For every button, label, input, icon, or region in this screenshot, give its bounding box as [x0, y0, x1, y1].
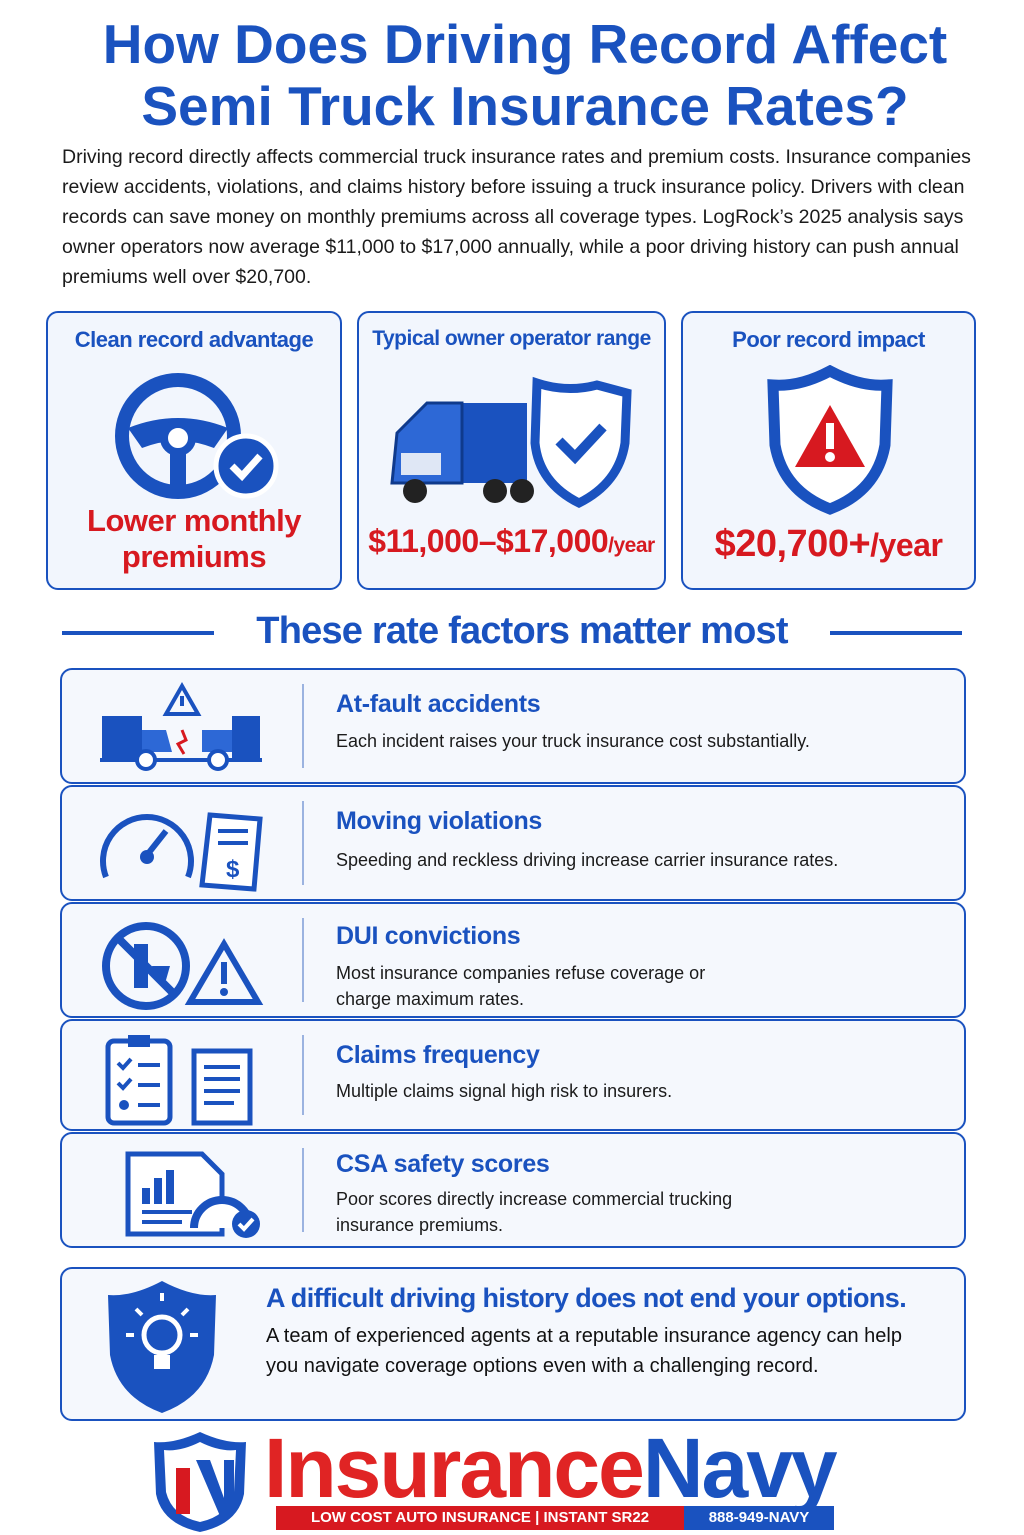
card-label: Poor record impact — [732, 327, 925, 352]
card: Poor record impact $20,700+/year — [681, 311, 976, 590]
unit: /year — [870, 527, 943, 563]
tagline-left: LOW COST AUTO INSURANCE — [310, 1509, 531, 1526]
intro: Driving record directly affects commerci… — [62, 146, 971, 288]
divider — [302, 684, 304, 768]
card-value: Lower monthly — [87, 503, 301, 538]
rule — [830, 631, 962, 635]
claims-icon — [105, 1035, 253, 1126]
factor-text: Poor scores directly increase commercial… — [336, 1189, 733, 1235]
title-line: How Does Driving Record Affect — [102, 13, 948, 75]
csa-icon — [125, 1151, 260, 1238]
tagline: LOW COST AUTO INSURANCE | INSTANT SR22 — [276, 1506, 684, 1530]
card-label: Clean record advantage — [74, 327, 314, 352]
unit: /year — [608, 534, 655, 557]
factor-row: DUI convictions Most insurance companies… — [60, 902, 966, 1018]
logo-shield — [154, 1432, 246, 1532]
card: Typical owner operator range $11,000–$17… — [357, 311, 666, 590]
dui-icon — [102, 922, 264, 1010]
divider — [302, 918, 304, 1002]
factor-text: Multiple claims signal high risk to insu… — [336, 1081, 673, 1101]
factor-title: Claims frequency — [336, 1041, 540, 1069]
factor-title: At-fault accidents — [336, 690, 541, 718]
tagline-right: INSTANT SR22 — [543, 1509, 650, 1526]
rule — [62, 631, 214, 635]
truck-shield-icon — [390, 376, 632, 509]
steering-icon — [115, 373, 279, 499]
factor-row: Claims frequency Multiple claims signal … — [60, 1019, 966, 1131]
phone: 888-949-NAVY — [684, 1506, 834, 1530]
callout: A difficult driving history does not end… — [60, 1267, 966, 1421]
factor-text: Each incident raises your truck insuranc… — [336, 731, 810, 751]
brand: InsuranceNavy — [264, 1420, 838, 1516]
speed-ticket-icon: $ — [100, 812, 263, 892]
factor-text: Speeding and reckless driving increase c… — [336, 850, 839, 870]
factor-text: Most insurance companies refuse coverage… — [336, 963, 706, 1009]
factor-row: $ Moving violations Speeding and reckles… — [60, 785, 966, 901]
factor-title: CSA safety scores — [336, 1150, 550, 1178]
brand-second: Navy — [642, 1421, 838, 1515]
title-line: Semi Truck Insurance Rates? — [141, 75, 909, 137]
factor-title: Moving violations — [336, 807, 543, 835]
factor-row: At-fault accidents Each incident raises … — [60, 668, 966, 784]
warning-shield-icon — [767, 365, 893, 515]
separator: | — [535, 1509, 540, 1526]
accident-icon — [100, 681, 262, 771]
shield-bulb-icon — [108, 1281, 216, 1413]
card-value: $20,700+/year — [683, 523, 974, 566]
amount: $11,000–$17,000 — [368, 523, 609, 559]
card-value: premiums — [121, 539, 267, 574]
card-value: $11,000–$17,000/year — [359, 523, 664, 560]
divider — [302, 1148, 304, 1232]
callout-title: A difficult driving history does not end… — [266, 1283, 907, 1313]
divider — [302, 1035, 304, 1115]
svg-text:$: $ — [226, 856, 240, 883]
brand-first: Insurance — [264, 1421, 645, 1515]
callout-text: A team of experienced agents at a reputa… — [266, 1325, 902, 1377]
factor-title: DUI convictions — [336, 922, 521, 950]
card: Clean record advantage Lower monthly pre… — [46, 311, 342, 590]
factor-row: CSA safety scores Poor scores directly i… — [60, 1132, 966, 1248]
section-heading: These rate factors matter most — [256, 610, 788, 652]
amount: $20,700+ — [714, 523, 871, 565]
card-label: Typical owner operator range — [372, 327, 651, 350]
divider — [302, 801, 304, 885]
